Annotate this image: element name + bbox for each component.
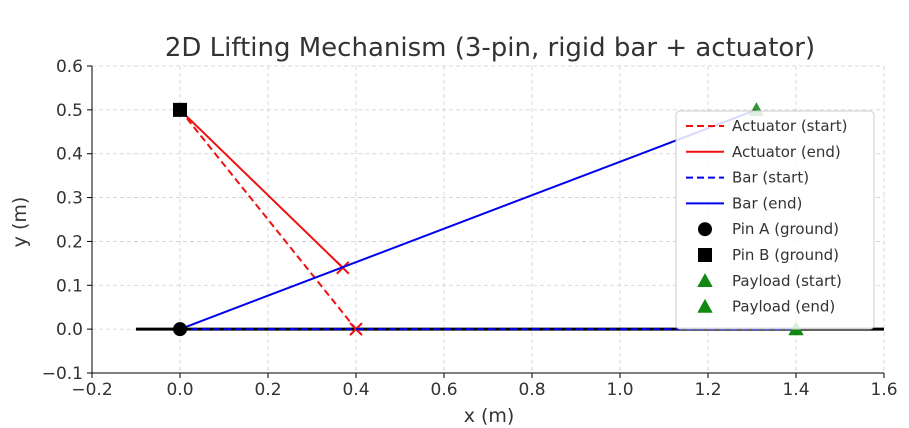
x-tick-label-2: 0.2 <box>254 380 281 400</box>
legend-label-4: Pin A (ground) <box>732 220 839 238</box>
legend-label-6: Payload (start) <box>732 272 842 290</box>
legend-label-3: Bar (end) <box>732 194 802 212</box>
legend-handle-5 <box>698 248 712 262</box>
x-tick-label-7: 1.2 <box>694 380 721 400</box>
x-tick-label-5: 0.8 <box>518 380 545 400</box>
y-tick-label-5: 0.4 <box>56 145 83 165</box>
legend-label-0: Actuator (start) <box>732 117 847 135</box>
x-tick-label-1: 0.0 <box>166 380 193 400</box>
legend-label-1: Actuator (end) <box>732 143 841 161</box>
chart-title: 2D Lifting Mechanism (3-pin, rigid bar +… <box>165 33 815 63</box>
y-tick-label-2: 0.1 <box>56 276 83 296</box>
y-tick-label-7: 0.6 <box>56 57 83 77</box>
y-tick-label-1: 0.0 <box>56 320 83 340</box>
axes: −0.2 0.0 0.2 0.4 0.6 0.8 1.0 1.2 1.4 1.6 −0.1 0.0 0.… <box>42 57 898 400</box>
x-tick-label-0: −0.2 <box>71 380 112 400</box>
y-tick-label-6: 0.5 <box>56 101 83 121</box>
series-point-5-0 <box>173 102 187 117</box>
legend: Actuator (start) Actuator (end) Bar (start… <box>675 110 875 330</box>
y-axis-label: y (m) <box>9 197 31 248</box>
x-tick-label-4: 0.6 <box>430 380 457 400</box>
y-tick-label-4: 0.3 <box>56 189 83 209</box>
series-line-1 <box>179 109 344 269</box>
legend-handle-4 <box>698 222 712 237</box>
y-tick-label-3: 0.2 <box>56 232 83 252</box>
legend-label-5: Pin B (ground) <box>732 246 839 264</box>
legend-label-2: Bar (start) <box>732 169 809 187</box>
legend-label-7: Payload (end) <box>732 298 835 316</box>
x-tick-label-6: 1.0 <box>606 380 633 400</box>
series-line-3 <box>179 108 757 331</box>
legend-handle-6 <box>697 273 713 287</box>
series-line-0 <box>179 109 357 330</box>
legend-box <box>675 110 875 330</box>
series-point-4-0 <box>173 322 187 337</box>
x-axis-label: x (m) <box>464 405 515 427</box>
x-tick-label-3: 0.4 <box>342 380 369 400</box>
x-tick-label-9: 1.6 <box>870 380 897 400</box>
x-tick-label-8: 1.4 <box>782 380 809 400</box>
legend-handle-7 <box>697 298 713 313</box>
y-tick-label-0: −0.1 <box>42 364 83 384</box>
